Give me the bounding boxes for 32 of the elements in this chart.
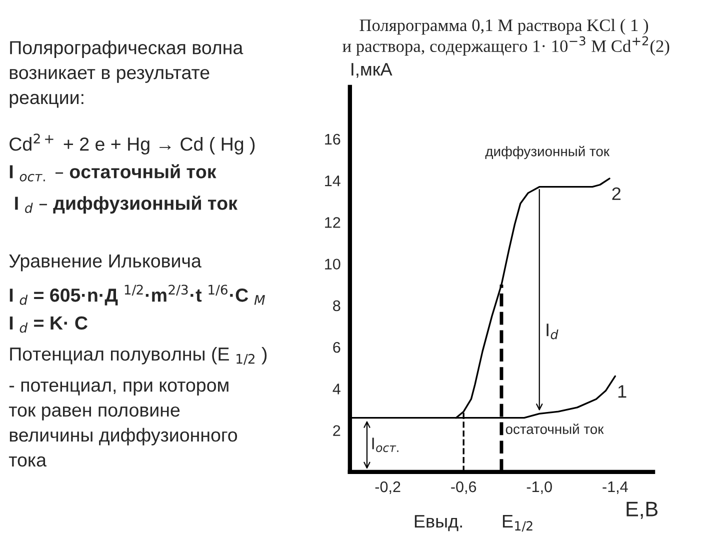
x-tick-label: -0,6 [451,481,476,494]
y-tick-label: 2 [333,425,340,436]
y-axis-title: I,мкА [352,63,392,78]
x-axis-title: E,B [626,502,658,519]
annotation: I$_{d}$ [546,324,558,340]
annotation: диффузионный ток [485,146,610,160]
text: I $_{d}$ = K· C [10,316,88,333]
ref-line-label: E$_{1/2}$ [502,515,532,532]
text: Потенциал полуволны (E $_{1/2}$ ) [10,346,267,365]
series-label: 2 [612,187,620,200]
annotation: остаточный ток [506,424,604,434]
x-tick-label: -0,2 [375,481,400,494]
text: I $_{d}$ – диффузионный ток [15,196,238,214]
y-tick-label: 10 [325,258,340,270]
y-tick-label: 8 [333,300,340,312]
text: I $_{ост.}$ – остаточный ток [10,164,216,182]
chart-title: Полярограмма 0,1 М раствора KCl ( 1 ) и раствора, содержащего 1· 10$^{−3}$ М Cd$^{+2}$(2) [342,18,670,56]
y-tick-label: 14 [325,176,340,186]
y-tick-label: 4 [332,384,340,394]
x-tick-label: -1,4 [602,482,628,494]
ref-line-label: Eвыд. [414,515,462,532]
y-tick-label: 12 [325,217,340,228]
text: Уравнение Ильковича [9,254,202,272]
text: I $_{d}$ = 605·n·Д $^{1/2}$·m$^{2/3}$·t $^{1/6}$·C $_{М}$ [10,284,265,306]
y-tick-label: 16 [325,134,340,145]
x-tick-label: -1,0 [526,481,552,494]
text: Полярографическая волна возникает в результате реакции: [10,40,244,108]
series-label: 1 [618,385,626,398]
annotation: I$_{ост.}$ [372,438,398,452]
text: - потенциал, при котором ток равен половине величины диффузионного тока [8,382,238,467]
text: Cd$^{2+}$ + 2 e + Hg → Cd ( Hg ) [10,134,255,154]
y-tick-label: 6 [333,342,340,353]
